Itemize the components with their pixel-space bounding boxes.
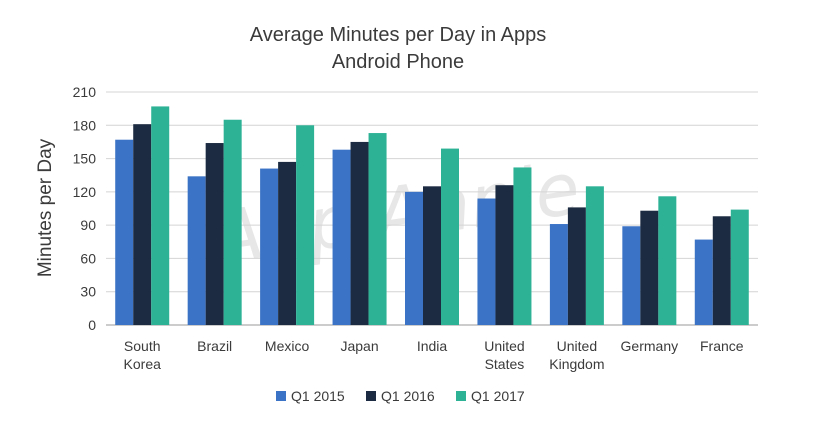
y-tick-label: 210 [73,84,97,100]
bar [622,226,641,325]
bar [296,125,315,326]
y-tick-label: 90 [80,217,96,233]
bars [115,106,749,326]
bar [658,196,677,325]
x-tick-label: Mexico [265,338,310,354]
x-tick-label: Kingdom [549,356,604,372]
bar [278,161,297,325]
bar [115,139,134,325]
bar [151,106,170,325]
y-tick-label: 30 [80,284,96,300]
y-tick-label: 0 [88,317,96,333]
bar [640,210,659,325]
y-tick-labels: 0 30 60 90 120 150 180 210 [73,84,97,333]
y-tick-label: 150 [73,151,97,167]
bar [513,167,532,325]
bar [585,186,604,325]
bar [133,124,152,325]
chart-title: Average Minutes per Day in Apps [250,24,546,46]
bar [205,143,224,325]
chart-subtitle: Android Phone [332,51,464,73]
x-tick-label: Korea [124,356,162,372]
x-tick-label: Germany [621,338,679,354]
bar [567,207,586,325]
x-tick-label: United [484,338,524,354]
bar [477,198,496,325]
y-tick-label: 180 [73,117,97,133]
legend-label: Q1 2015 [291,388,345,404]
legend-swatch [456,391,466,401]
bar [260,168,279,325]
legend-swatch [276,391,286,401]
bar [694,239,713,325]
bar [223,119,242,325]
bar [405,191,423,325]
x-category-labels: South Korea Brazil Mexico Japan India United St… [124,338,744,372]
x-tick-label: United [557,338,597,354]
x-tick-label: Japan [340,338,378,354]
bar [423,186,441,325]
bar [332,149,351,325]
bar [730,209,749,325]
x-tick-label: Brazil [197,338,232,354]
bar [441,148,459,325]
x-tick-label: South [124,338,161,354]
y-tick-label: 120 [73,184,97,200]
y-axis-label: Minutes per Day [35,138,56,277]
legend: Q1 2015 Q1 2016 Q1 2017 [276,388,525,404]
bar [350,141,369,325]
bar [368,133,387,325]
x-tick-label: France [700,338,744,354]
bar [187,176,206,325]
bar [549,224,568,325]
bar [712,216,731,325]
x-tick-label: States [485,356,525,372]
y-tick-label: 60 [80,250,96,266]
legend-swatch [366,391,376,401]
bar [495,185,514,325]
legend-label: Q1 2017 [471,388,525,404]
legend-label: Q1 2016 [381,388,435,404]
x-tick-label: India [417,338,448,354]
